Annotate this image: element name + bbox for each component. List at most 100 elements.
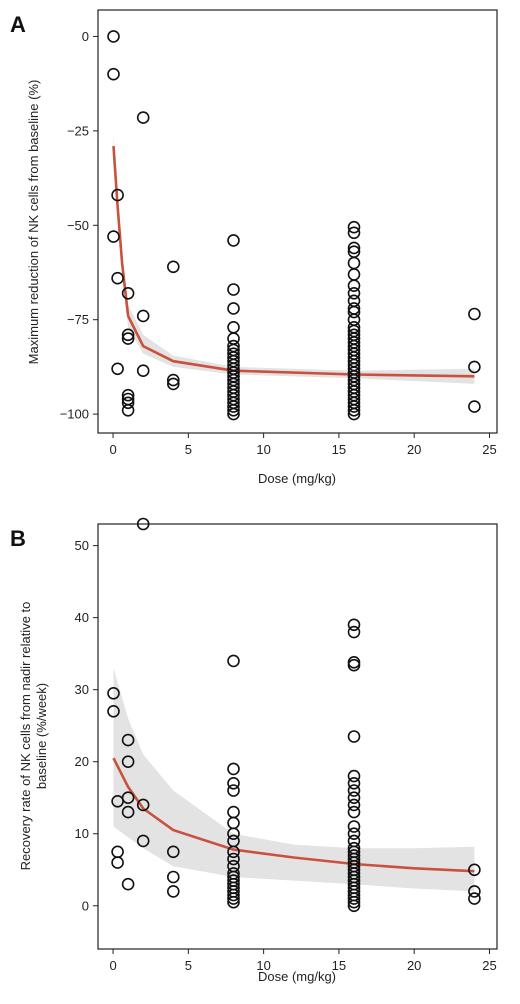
panel-b-data-point-39	[347, 658, 361, 672]
panel-a-data-point-16	[167, 260, 180, 274]
panel-a-data-point-6	[121, 286, 135, 300]
panel-b-letter: B	[10, 526, 26, 551]
panel-a-data-point-11	[121, 396, 135, 410]
panel-b-y-tick-label-5: 50	[75, 538, 89, 553]
panel-b-data-point-8	[121, 805, 135, 819]
panel-b-data-point-41	[347, 769, 361, 783]
panel-a-data-point-78	[347, 407, 361, 421]
panel-a-data-point-18	[167, 377, 180, 391]
panel-a-band-area	[113, 134, 475, 384]
panel-a-data-point-8	[121, 332, 135, 345]
panel-a-data-point-0	[107, 30, 120, 43]
panel-a-data-point-49	[347, 279, 361, 293]
panel-b-y-tick-label-1: 10	[75, 826, 89, 841]
panel-b-data-point-36	[347, 618, 361, 632]
panel-b-band-area	[113, 668, 475, 892]
panel-a-data-point-3	[111, 188, 124, 202]
panel-b-data-point-48	[347, 827, 361, 841]
panel-a-data-point-45	[347, 241, 361, 255]
panel-b-data-point-11	[136, 798, 150, 812]
panel-b-x-tick-label-5: 25	[482, 958, 496, 973]
panel-a-data-point-77	[347, 403, 361, 417]
panel-a-data-point-53	[347, 305, 361, 319]
panel-a-data-point-19	[227, 234, 240, 247]
panel-a-x-axis-label: Dose (mg/kg)	[258, 471, 336, 486]
panel-a-data-point-4	[111, 271, 124, 285]
panel-b-data-points	[107, 517, 481, 913]
panel-a-x-tick-label-2: 10	[256, 442, 270, 457]
panel-b-data-point-9	[121, 877, 135, 891]
panel-b-x-tick-label-0: 0	[109, 958, 116, 973]
panel-b-data-point-18	[227, 776, 240, 790]
panel-a-y-ticks: 0 −25 −50 −75 −100	[60, 29, 98, 422]
panel-b-x-tick-label-4: 20	[407, 958, 421, 973]
panel-b-data-point-0	[107, 686, 120, 700]
panel-b-y-tick-label-2: 20	[75, 754, 89, 769]
panel-b-y-axis-label-line-1: Recovery rate of NK cells from nadir rel…	[18, 602, 33, 871]
panel-b-data-point-14	[167, 870, 180, 884]
panel-b-data-point-10	[136, 517, 150, 531]
panel-a-y-tick-label-0: 0	[82, 29, 89, 44]
panel-a-x-tick-label-5: 25	[482, 442, 496, 457]
panel-b-data-point-1	[107, 704, 120, 718]
panel-b-data-point-4	[111, 856, 124, 869]
panel-a-data-point-17	[167, 373, 180, 387]
panel-a-x-ticks: 0 5 10 15 20 25	[109, 433, 497, 457]
panel-b-data-point-44	[347, 791, 361, 805]
panel-a-y-tick-label-2: −50	[67, 218, 89, 233]
panel-b-data-point-65	[347, 895, 361, 909]
panel-b-y-ticks: 0 10 20 30 40 50	[75, 538, 98, 913]
panel-b-data-point-69	[468, 892, 481, 905]
panel-b-data-point-35	[227, 895, 240, 909]
panel-a-data-point-1	[107, 67, 120, 81]
panel-b-data-point-17	[227, 762, 240, 776]
panel-a-data-point-81	[468, 400, 481, 413]
panel-a-confidence-band	[113, 134, 475, 384]
panel-b-y-tick-label-4: 40	[75, 610, 89, 625]
panel-b-data-point-68	[468, 885, 481, 898]
panel-a-y-tick-label-3: −75	[67, 312, 89, 327]
panel-b-data-point-21	[227, 816, 240, 830]
panel-b-data-point-15	[167, 885, 180, 898]
panel-a: A 0 5 10 15 20 25 0 −25 −50 −75 −100 Dose (mg/kg)…	[10, 9, 498, 486]
panel-b-data-point-47	[347, 820, 361, 833]
panel-a-data-point-22	[227, 320, 240, 334]
panel-b-data-point-12	[136, 834, 150, 848]
panel-b-plot-frame	[97, 523, 498, 950]
panel-a-data-point-41	[227, 403, 240, 417]
panel-b-data-point-37	[347, 625, 361, 639]
panel-b-y-tick-label-3: 30	[75, 682, 89, 697]
panel-a-data-point-40	[227, 400, 240, 413]
panel-b-data-point-20	[227, 805, 240, 819]
panel-a-data-point-7	[121, 328, 135, 342]
panel-a-data-point-12	[121, 403, 135, 417]
panel-b-data-point-34	[227, 892, 240, 905]
panel-a-data-point-43	[347, 220, 361, 234]
panel-b-data-point-40	[347, 730, 361, 743]
panel-a-y-axis-label: Maximum reduction of NK cells from basel…	[26, 80, 41, 365]
panel-b-data-point-7	[121, 791, 135, 805]
panel-b-data-point-6	[121, 755, 135, 769]
panel-a-x-tick-label-1: 5	[185, 442, 192, 457]
panel-a-y-tick-label-4: −100	[60, 407, 89, 422]
panel-b-x-tick-label-3: 15	[332, 958, 346, 973]
panel-a-data-point-9	[121, 388, 135, 402]
panel-a-data-point-2	[107, 230, 120, 243]
panel-b-data-point-3	[111, 845, 124, 859]
panel-b-data-point-67	[468, 863, 481, 877]
panel-a-data-point-14	[136, 309, 150, 323]
panel-b-data-point-16	[227, 654, 240, 668]
panel-b-data-point-42	[347, 776, 361, 790]
panel-a-plot-frame	[97, 9, 498, 434]
panel-a-data-point-21	[227, 302, 240, 315]
panel-a-data-point-80	[468, 360, 481, 374]
panel-a-data-point-44	[347, 226, 361, 240]
panel-b-data-point-33	[227, 888, 240, 902]
panel-b-data-point-22	[227, 827, 240, 841]
panel-a-x-tick-label-3: 15	[332, 442, 346, 457]
panel-b-y-axis-label-line-2: baseline (%/week)	[34, 683, 49, 789]
panel-a-data-points	[107, 30, 481, 421]
panel-b-data-point-25	[227, 852, 240, 866]
panel-a-data-point-48	[347, 268, 361, 281]
